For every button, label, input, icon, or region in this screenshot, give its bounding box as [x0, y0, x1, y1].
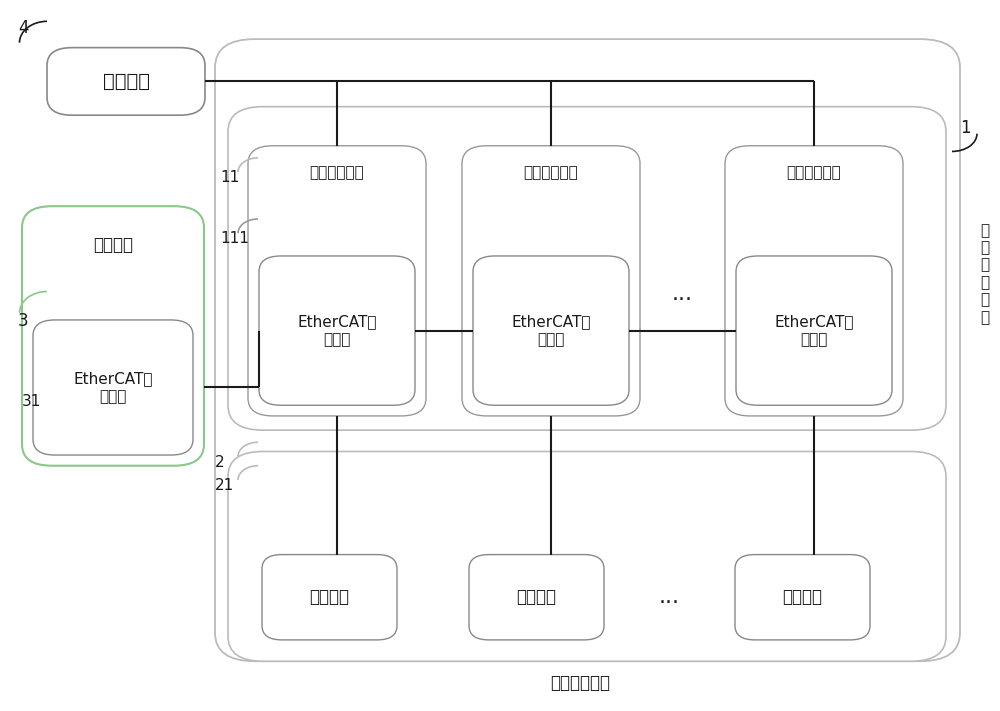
FancyBboxPatch shape: [469, 555, 604, 640]
FancyBboxPatch shape: [22, 206, 204, 466]
Text: EtherCAT从
站模块: EtherCAT从 站模块: [511, 314, 591, 347]
FancyBboxPatch shape: [725, 146, 903, 416]
FancyBboxPatch shape: [228, 107, 946, 430]
Text: EtherCAT主
站模块: EtherCAT主 站模块: [73, 371, 153, 404]
Text: EtherCAT从
站模块: EtherCAT从 站模块: [774, 314, 854, 347]
FancyBboxPatch shape: [473, 256, 629, 405]
Text: ...: ...: [672, 284, 693, 304]
Text: 11: 11: [220, 170, 239, 186]
Text: 伺服电机: 伺服电机: [516, 588, 556, 606]
FancyBboxPatch shape: [248, 146, 426, 416]
FancyBboxPatch shape: [33, 320, 193, 455]
Text: 伺服驱动单元: 伺服驱动单元: [310, 165, 364, 181]
Text: 3: 3: [18, 312, 29, 331]
Text: ...: ...: [659, 587, 680, 607]
Text: EtherCAT从
站模块: EtherCAT从 站模块: [297, 314, 377, 347]
FancyBboxPatch shape: [462, 146, 640, 416]
Text: 2: 2: [215, 454, 225, 470]
Text: 31: 31: [22, 394, 41, 410]
FancyBboxPatch shape: [262, 555, 397, 640]
Text: 1: 1: [960, 119, 971, 137]
FancyBboxPatch shape: [735, 555, 870, 640]
FancyBboxPatch shape: [259, 256, 415, 405]
Text: 伺服驱动单元: 伺服驱动单元: [787, 165, 841, 181]
Text: 4: 4: [18, 19, 28, 38]
Text: 伺服电机组件: 伺服电机组件: [550, 673, 610, 692]
Text: 111: 111: [220, 230, 249, 246]
Text: 整流单元: 整流单元: [103, 72, 150, 91]
FancyBboxPatch shape: [736, 256, 892, 405]
FancyBboxPatch shape: [47, 48, 205, 115]
Text: 伺服驱动单元: 伺服驱动单元: [524, 165, 578, 181]
Text: 伺
服
驱
动
组
件: 伺 服 驱 动 组 件: [980, 223, 990, 325]
Text: 控制单元: 控制单元: [93, 236, 133, 255]
FancyBboxPatch shape: [228, 451, 946, 661]
Text: 伺服电机: 伺服电机: [310, 588, 350, 606]
FancyBboxPatch shape: [215, 39, 960, 661]
Text: 伺服电机: 伺服电机: [782, 588, 822, 606]
Text: 21: 21: [215, 478, 234, 493]
